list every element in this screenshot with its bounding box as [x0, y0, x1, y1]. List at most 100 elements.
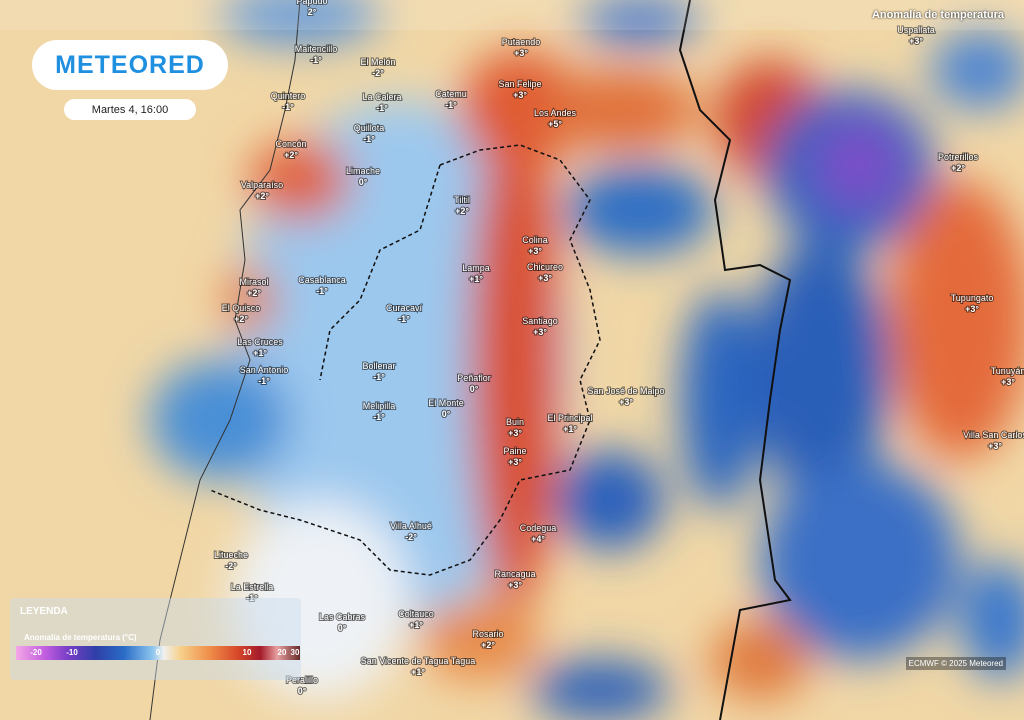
place-name: Tiltil	[454, 195, 470, 205]
place-anomaly: -1°	[258, 376, 270, 386]
place-name: El Quisco	[222, 303, 261, 313]
place-name: Putaendo	[502, 37, 541, 47]
place-anomaly: -1°	[363, 134, 375, 144]
place-name: El Monte	[428, 398, 464, 408]
place-name: Quintero	[271, 91, 306, 101]
place-anomaly: 2°	[308, 7, 317, 17]
place-anomaly: +2°	[247, 288, 261, 298]
region-border	[319, 164, 441, 381]
legend-title: LEYENDA	[20, 606, 68, 617]
place-name: Papudo	[296, 0, 327, 6]
place-anomaly: +1°	[411, 667, 425, 677]
place-name: Limache	[346, 166, 380, 176]
place-name: San José de Maipo	[587, 386, 664, 396]
place-anomaly: +3°	[619, 397, 633, 407]
top-bar	[0, 0, 1024, 30]
place-name: El Principal	[547, 413, 592, 423]
legend-tick: 10	[242, 648, 252, 657]
place-anomaly: -1°	[376, 103, 388, 113]
place-name: La Estrella	[231, 582, 274, 592]
place-name: San Antonio	[240, 365, 289, 375]
place-anomaly: +1°	[563, 424, 577, 434]
place-name: Colina	[522, 235, 548, 245]
place-name: Buin	[506, 417, 524, 427]
place-name: Uspallata	[897, 25, 935, 35]
place-anomaly: 0°	[359, 177, 368, 187]
place-name: Tupungato	[951, 293, 994, 303]
place-name: Litueche	[214, 550, 248, 560]
place-name: Santiago	[522, 316, 558, 326]
place-anomaly: +3°	[533, 327, 547, 337]
place-name: Casablanca	[298, 275, 346, 285]
place-anomaly: +3°	[508, 580, 522, 590]
place-anomaly: +3°	[1001, 377, 1015, 387]
place-anomaly: -2°	[405, 532, 417, 542]
place-anomaly: +3°	[514, 48, 528, 58]
place-anomaly: +5°	[548, 119, 562, 129]
place-anomaly: +3°	[513, 90, 527, 100]
credit: ECMWF © 2025 Meteored	[905, 657, 1006, 670]
region-border	[209, 144, 601, 576]
place-name: Villa Alhué	[390, 521, 432, 531]
place-name: San Vicente de Tagua Tagua	[361, 656, 476, 666]
place-anomaly: 0°	[338, 623, 347, 633]
color-bar	[16, 646, 300, 660]
place-name: Concón	[275, 139, 306, 149]
place-name: Chicureo	[527, 262, 563, 272]
legend-subtitle: Anomalía de temperatura (°C)	[24, 633, 137, 642]
place-anomaly: +3°	[988, 441, 1002, 451]
place-name: Rancagua	[494, 569, 535, 579]
place-name: Codegua	[520, 523, 557, 533]
place-anomaly: 0°	[470, 384, 479, 394]
place-anomaly: -1°	[246, 593, 258, 603]
place-anomaly: 0°	[298, 686, 307, 696]
place-anomaly: +2°	[234, 314, 248, 324]
place-anomaly: -1°	[310, 55, 322, 65]
place-name: Peralillo	[286, 675, 318, 685]
place-name: Los Andes	[534, 108, 577, 118]
place-anomaly: +2°	[481, 640, 495, 650]
legend: LEYENDA Anomalía de temperatura (°C) -20…	[10, 598, 301, 680]
place-name: El Melón	[360, 57, 395, 67]
place-anomaly: -1°	[373, 372, 385, 382]
place-anomaly: +2°	[951, 163, 965, 173]
place-name: Tunuyán	[991, 366, 1024, 376]
country-border	[678, 0, 792, 720]
place-name: Paine	[503, 446, 526, 456]
place-name: Las Cabras	[319, 612, 366, 622]
place-anomaly: -2°	[372, 68, 384, 78]
place-anomaly: 0°	[442, 409, 451, 419]
place-name: Quillota	[354, 123, 385, 133]
coastline	[149, 0, 301, 720]
logo[interactable]: METEORED	[32, 40, 228, 90]
place-name: Villa San Carlos	[963, 430, 1024, 440]
place-anomaly: +1°	[253, 348, 267, 358]
place-anomaly: +3°	[508, 428, 522, 438]
layer-title: Anomalía de temperatura	[871, 9, 1004, 21]
place-name: Mirasol	[239, 277, 268, 287]
place-anomaly: +3°	[528, 246, 542, 256]
place-anomaly: +3°	[965, 304, 979, 314]
datetime[interactable]: Martes 4, 16:00	[64, 99, 196, 120]
place-name: San Felipe	[498, 79, 541, 89]
place-name: Coltauco	[398, 609, 434, 619]
place-name: Melipilla	[363, 401, 396, 411]
place-anomaly: +2°	[255, 191, 269, 201]
place-anomaly: -1°	[445, 100, 457, 110]
place-name: Potrerillos	[938, 152, 979, 162]
place-anomaly: +2°	[455, 206, 469, 216]
place-name: Curacaví	[386, 303, 423, 313]
place-name: Catemu	[435, 89, 467, 99]
place-name: Rosario	[472, 629, 503, 639]
legend-tick: -10	[66, 648, 78, 657]
place-name: Maitencillo	[295, 44, 338, 54]
place-name: Peñaflor	[457, 373, 491, 383]
place-name: La Calera	[362, 92, 401, 102]
place-anomaly: +2°	[284, 150, 298, 160]
place-anomaly: +4°	[531, 534, 545, 544]
place-anomaly: +3°	[508, 457, 522, 467]
place-anomaly: +1°	[469, 274, 483, 284]
